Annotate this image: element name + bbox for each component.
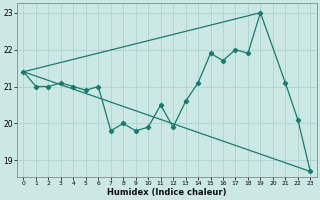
X-axis label: Humidex (Indice chaleur): Humidex (Indice chaleur): [107, 188, 227, 197]
